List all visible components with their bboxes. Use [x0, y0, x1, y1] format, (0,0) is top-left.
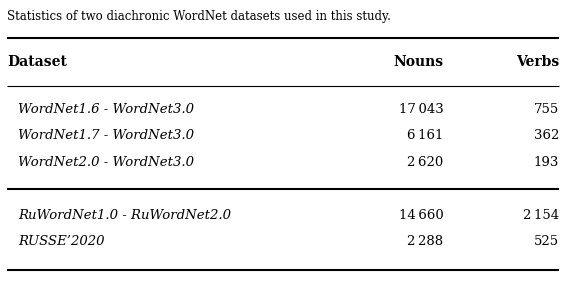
Text: 755: 755: [534, 103, 559, 116]
Text: Nouns: Nouns: [393, 55, 444, 69]
Text: 193: 193: [534, 156, 559, 169]
Text: RUSSE’2020: RUSSE’2020: [18, 235, 105, 249]
Text: 2 620: 2 620: [408, 156, 444, 169]
Text: Statistics of two diachronic WordNet datasets used in this study.: Statistics of two diachronic WordNet dat…: [7, 10, 391, 23]
Text: WordNet1.6 - WordNet3.0: WordNet1.6 - WordNet3.0: [18, 103, 194, 116]
Text: 362: 362: [534, 129, 559, 142]
Text: 2 154: 2 154: [523, 209, 559, 222]
Text: 17 043: 17 043: [399, 103, 444, 116]
Text: 525: 525: [534, 235, 559, 249]
Text: Dataset: Dataset: [7, 55, 67, 69]
Text: 6 161: 6 161: [407, 129, 444, 142]
Text: Verbs: Verbs: [516, 55, 559, 69]
Text: WordNet2.0 - WordNet3.0: WordNet2.0 - WordNet3.0: [18, 156, 194, 169]
Text: 2 288: 2 288: [408, 235, 444, 249]
Text: RuWordNet1.0 - RuWordNet2.0: RuWordNet1.0 - RuWordNet2.0: [18, 209, 231, 222]
Text: WordNet1.7 - WordNet3.0: WordNet1.7 - WordNet3.0: [18, 129, 194, 142]
Text: 14 660: 14 660: [399, 209, 444, 222]
